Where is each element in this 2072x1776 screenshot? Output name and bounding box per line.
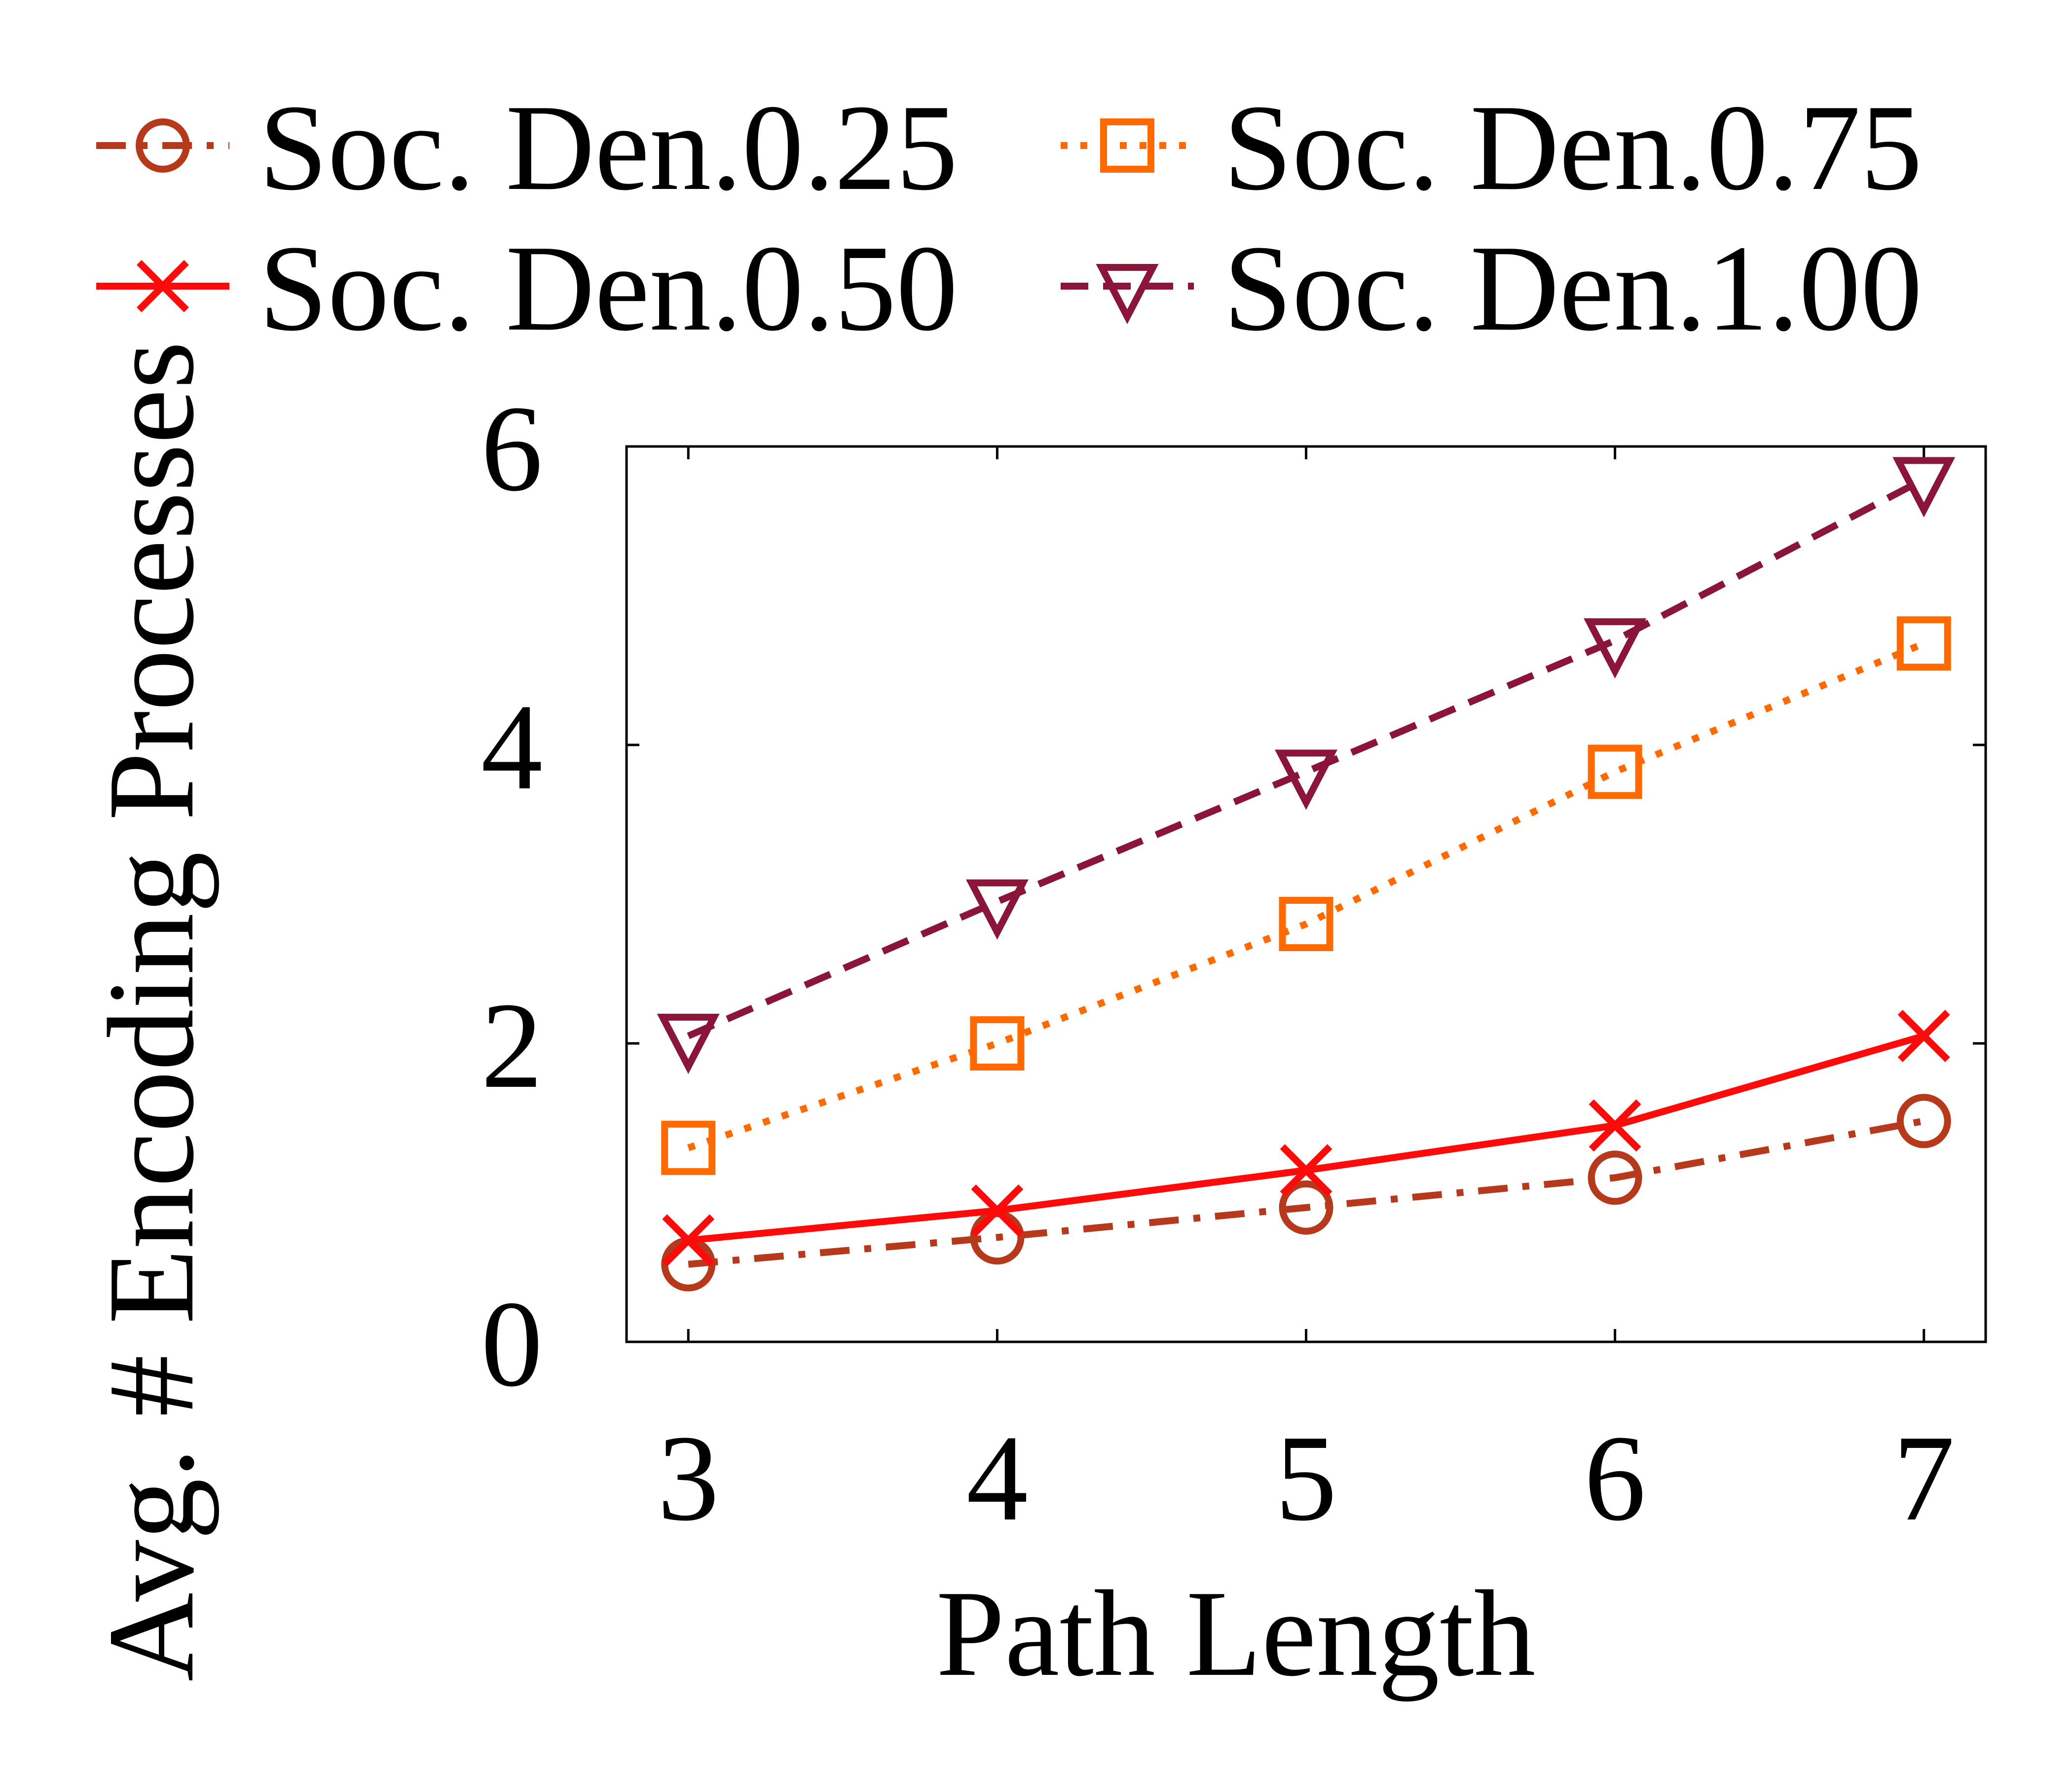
legend-swatch-marker [1100, 118, 1154, 173]
x-tick-label: 4 [966, 1410, 1028, 1547]
legend-item: Soc. Den.1.00 [1061, 220, 1923, 357]
data-point-marker [1279, 897, 1333, 951]
legend-swatch-marker [136, 118, 190, 173]
legend-item: Soc. Den.0.50 [96, 220, 958, 357]
y-tick-label: 6 [481, 380, 543, 517]
x-tick-label: 3 [658, 1410, 719, 1547]
legend-label: Soc. Den.0.50 [259, 220, 958, 357]
x-tick-label: 6 [1584, 1410, 1646, 1547]
data-point-marker [1589, 1099, 1641, 1152]
data-point-marker [662, 1214, 715, 1267]
series-0 [661, 1094, 1951, 1292]
legend-item: Soc. Den.0.25 [96, 79, 958, 216]
data-point-marker [1280, 1144, 1332, 1197]
data-point-marker [971, 1184, 1024, 1237]
series-2 [661, 616, 1951, 1175]
data-point-marker [1274, 749, 1338, 810]
data-point-marker [1897, 1009, 1950, 1062]
data-point-marker [1584, 618, 1647, 679]
legend-label: Soc. Den.0.75 [1223, 79, 1923, 216]
series-line [688, 1117, 1925, 1268]
data-point-marker [1279, 1180, 1333, 1235]
data-point-marker [965, 879, 1029, 940]
axis-ticks: 3 4 5 6 7 0 2 4 6 [481, 380, 1986, 1547]
data-point-marker [657, 1013, 720, 1074]
data-point-marker [1896, 616, 1951, 671]
y-tick-label: 0 [481, 1276, 543, 1412]
x-tick-label: 5 [1275, 1410, 1337, 1547]
data-point-marker [970, 1016, 1025, 1071]
data-point-marker [1896, 1094, 1951, 1148]
y-tick-label: 2 [481, 977, 543, 1114]
data-point-marker [661, 1120, 716, 1175]
series-1 [662, 1009, 1950, 1267]
series-3 [657, 457, 1956, 1074]
legend-label: Soc. Den.0.25 [259, 79, 958, 216]
series-line [687, 476, 1926, 1039]
series-layer [657, 457, 1956, 1292]
x-tick-label: 7 [1893, 1410, 1955, 1547]
data-point-marker [1588, 744, 1642, 799]
data-point-marker [1892, 457, 1956, 518]
y-tick-label: 4 [481, 679, 543, 815]
legend-item: Soc. Den.0.75 [1061, 79, 1923, 216]
legend-swatch-marker [1096, 264, 1159, 325]
series-line [687, 640, 1925, 1151]
x-axis-label: Path Length [936, 1565, 1535, 1702]
legend-swatch-marker [137, 260, 189, 312]
y-axis-label: Avg. # Encoding Processes [83, 341, 220, 1681]
legend-label: Soc. Den.1.00 [1223, 220, 1923, 357]
data-point-marker [1588, 1150, 1642, 1205]
